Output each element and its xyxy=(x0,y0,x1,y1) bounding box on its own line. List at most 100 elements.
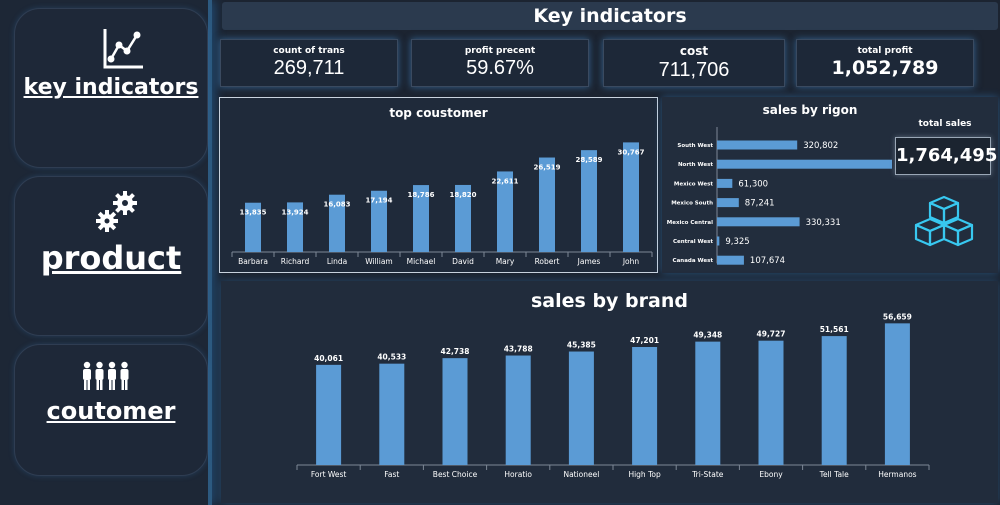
category-label: Canada West xyxy=(673,258,714,264)
sales-by-brand-chart: 40,061 Fort West 40,533 Fast 42,738 Best Choi… xyxy=(296,312,930,479)
bar xyxy=(758,340,784,465)
kpi-label: count of trans xyxy=(273,46,345,56)
bar xyxy=(245,202,261,252)
kpi-value: 59.67% xyxy=(466,57,534,79)
bar xyxy=(717,178,733,188)
data-label: 28,589 xyxy=(575,156,602,164)
data-label: 42,738 xyxy=(441,347,470,356)
data-label: 43,788 xyxy=(504,345,533,354)
boxes-icon xyxy=(914,195,974,247)
kpi-value: 1,052,789 xyxy=(831,57,939,79)
category-label: John xyxy=(622,257,640,266)
category-label: Nationeel xyxy=(563,470,599,479)
kpi-value: 269,711 xyxy=(273,57,345,79)
data-label: 87,241 xyxy=(745,199,775,209)
category-label: Mexico West xyxy=(674,181,713,187)
category-label: Tri-State xyxy=(691,470,724,479)
nav-label-key-indicators: key indicators xyxy=(23,75,199,100)
data-label: 61,300 xyxy=(738,179,768,189)
category-label: Richard xyxy=(281,257,310,266)
category-label: William xyxy=(365,257,393,266)
bar xyxy=(717,159,892,169)
data-label: 47,201 xyxy=(630,336,659,345)
nav-product[interactable]: product xyxy=(14,176,208,336)
data-label: 51,561 xyxy=(820,325,849,334)
data-label: 13,924 xyxy=(281,208,308,216)
bar xyxy=(717,236,720,246)
kpi-value: 711,706 xyxy=(658,59,730,81)
category-label: Mexico Central xyxy=(667,220,713,226)
nav-key-indicators[interactable]: key indicators xyxy=(14,8,208,168)
category-label: Fort West xyxy=(311,470,347,479)
nav-coutomer[interactable]: coutomer xyxy=(14,344,208,476)
category-label: Michael xyxy=(407,257,436,266)
bar xyxy=(623,142,639,252)
category-label: Hermanos xyxy=(878,470,916,479)
data-label: 16,083 xyxy=(323,201,350,209)
category-label: Barbara xyxy=(238,257,268,266)
gears-icon xyxy=(96,191,137,232)
bar xyxy=(371,190,387,252)
bar xyxy=(539,157,555,252)
sidebar: key indicators product xyxy=(0,0,212,505)
data-label: 45,385 xyxy=(567,341,596,350)
bar xyxy=(717,198,739,208)
category-label: South West xyxy=(677,143,713,149)
data-label: 40,061 xyxy=(314,354,343,363)
page-title: Key indicators xyxy=(222,2,998,30)
bar xyxy=(717,217,800,227)
kpi-total-profit: total profit 1,052,789 xyxy=(796,39,974,87)
category-label: Fast xyxy=(384,470,399,479)
category-label: High Top xyxy=(628,470,661,479)
bar xyxy=(568,351,594,465)
bar xyxy=(329,194,345,252)
chart-title: sales by brand xyxy=(531,290,688,312)
chart-title: sales by rigon xyxy=(762,103,858,117)
data-label: 330,331 xyxy=(806,218,841,228)
kpi-label: cost xyxy=(679,44,709,58)
sales-by-region-panel: sales by rigon South West 320,802 North We… xyxy=(662,97,998,273)
chart-title: top coustomer xyxy=(389,106,488,120)
bar xyxy=(884,323,910,465)
bar xyxy=(379,363,405,465)
data-label: 17,194 xyxy=(365,197,392,205)
data-label: 40,533 xyxy=(377,353,406,362)
category-label: James xyxy=(577,257,601,266)
kpi-label: total profit xyxy=(857,46,913,56)
category-label: Ebony xyxy=(759,470,783,479)
data-label: 26,519 xyxy=(533,164,560,172)
bar xyxy=(505,355,531,465)
sales-by-brand-panel: sales by brand 40,061 Fort West 40,533 Fast… xyxy=(221,281,998,503)
bar xyxy=(632,346,658,465)
data-label: 49,727 xyxy=(757,330,786,339)
data-label: 13,835 xyxy=(239,209,266,217)
kpi-cost: cost 711,706 xyxy=(603,39,785,87)
category-label: Mary xyxy=(496,257,515,266)
category-label: David xyxy=(452,257,474,266)
category-label: Best Choice xyxy=(433,470,478,479)
bar xyxy=(497,171,513,252)
kpi-label: profit precent xyxy=(464,46,536,56)
people-icon xyxy=(83,361,129,390)
data-label: 22,611 xyxy=(491,177,518,185)
bar xyxy=(717,140,798,150)
category-label: Linda xyxy=(327,257,347,266)
bar xyxy=(455,184,471,252)
data-label: 30,767 xyxy=(617,148,644,156)
bar xyxy=(717,255,744,265)
kpi-count-of-trans: count of trans 269,711 xyxy=(220,39,398,87)
bar xyxy=(821,336,847,465)
data-label: 56,659 xyxy=(883,312,912,321)
kpi-profit-precent: profit precent 59.67% xyxy=(411,39,589,87)
data-label: 18,786 xyxy=(407,191,434,199)
top-customer-panel: top coustomer 13,835 Barbara 13,924 Richard… xyxy=(219,97,658,273)
bar xyxy=(581,150,597,252)
category-label: Mexico South xyxy=(671,201,713,207)
bar xyxy=(413,185,429,252)
bar xyxy=(442,358,468,465)
data-label: 320,802 xyxy=(803,141,838,151)
bar xyxy=(287,202,303,252)
category-label: North West xyxy=(678,162,713,168)
category-label: Central West xyxy=(673,239,713,245)
